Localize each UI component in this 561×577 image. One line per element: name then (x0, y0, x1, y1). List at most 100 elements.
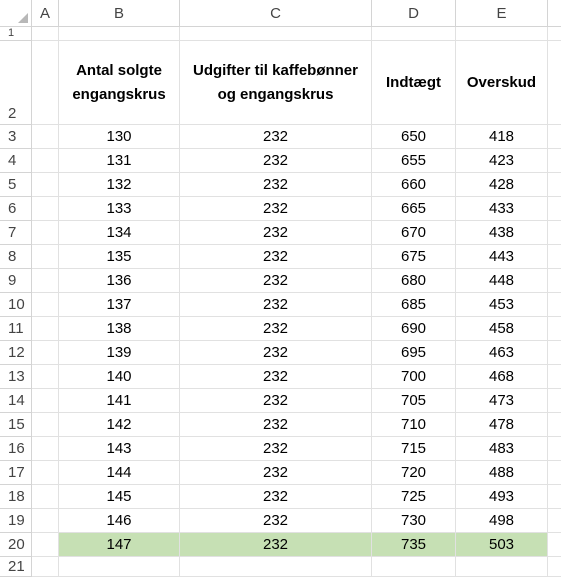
cell[interactable] (59, 557, 180, 577)
cell-profit[interactable]: 468 (456, 365, 548, 389)
cell-sold-cups[interactable]: 140 (59, 365, 180, 389)
column-header-b[interactable]: B (59, 0, 180, 27)
cell-income[interactable]: 735 (372, 533, 456, 557)
cell[interactable] (372, 27, 456, 41)
cell-income[interactable]: 730 (372, 509, 456, 533)
cell-income[interactable]: 665 (372, 197, 456, 221)
cell-sold-cups[interactable]: 145 (59, 485, 180, 509)
cell[interactable] (32, 27, 59, 41)
cell[interactable] (548, 413, 561, 437)
row-header[interactable]: 16 (0, 437, 32, 461)
cell[interactable] (548, 27, 561, 41)
cell[interactable] (548, 365, 561, 389)
cell[interactable] (180, 557, 372, 577)
row-header[interactable]: 2 (0, 41, 32, 125)
header-cell-sold-cups[interactable]: Antal solgte engangskrus (59, 41, 180, 125)
cell-expenses[interactable]: 232 (180, 389, 372, 413)
cell[interactable] (32, 533, 59, 557)
cell[interactable] (32, 365, 59, 389)
cell[interactable] (548, 485, 561, 509)
row-header[interactable]: 1 (0, 27, 32, 41)
cell[interactable] (548, 509, 561, 533)
row-header[interactable]: 12 (0, 341, 32, 365)
header-cell-expenses[interactable]: Udgifter til kaffebønner og engangskrus (180, 41, 372, 125)
cell-income[interactable]: 680 (372, 269, 456, 293)
cell-profit[interactable]: 478 (456, 413, 548, 437)
cell[interactable] (32, 41, 59, 125)
cell-sold-cups[interactable]: 133 (59, 197, 180, 221)
cell-expenses[interactable]: 232 (180, 317, 372, 341)
cell-income[interactable]: 700 (372, 365, 456, 389)
row-header[interactable]: 8 (0, 245, 32, 269)
cell-sold-cups[interactable]: 143 (59, 437, 180, 461)
cell[interactable] (32, 413, 59, 437)
cell[interactable] (32, 317, 59, 341)
cell-sold-cups[interactable]: 138 (59, 317, 180, 341)
cell-expenses[interactable]: 232 (180, 533, 372, 557)
cell[interactable] (32, 221, 59, 245)
cell[interactable] (548, 125, 561, 149)
cell[interactable] (548, 197, 561, 221)
cell[interactable] (32, 269, 59, 293)
cell-sold-cups[interactable]: 136 (59, 269, 180, 293)
cell[interactable] (32, 173, 59, 197)
column-header-a[interactable]: A (32, 0, 59, 27)
cell[interactable] (32, 245, 59, 269)
row-header[interactable]: 10 (0, 293, 32, 317)
column-header-c[interactable]: C (180, 0, 372, 27)
cell[interactable] (548, 41, 561, 125)
cell-expenses[interactable]: 232 (180, 413, 372, 437)
cell[interactable] (32, 557, 59, 577)
cell-income[interactable]: 685 (372, 293, 456, 317)
cell[interactable] (32, 341, 59, 365)
select-all-button[interactable] (0, 0, 32, 27)
cell-profit[interactable]: 423 (456, 149, 548, 173)
cell-sold-cups[interactable]: 139 (59, 341, 180, 365)
row-header[interactable]: 13 (0, 365, 32, 389)
cell-income[interactable]: 720 (372, 461, 456, 485)
cell-income[interactable]: 675 (372, 245, 456, 269)
cell-income[interactable]: 725 (372, 485, 456, 509)
cell[interactable] (548, 149, 561, 173)
row-header[interactable]: 6 (0, 197, 32, 221)
cell[interactable] (32, 197, 59, 221)
cell-sold-cups[interactable]: 141 (59, 389, 180, 413)
cell[interactable] (548, 269, 561, 293)
cell-income[interactable]: 710 (372, 413, 456, 437)
cell-expenses[interactable]: 232 (180, 149, 372, 173)
cell[interactable] (372, 557, 456, 577)
cell-profit[interactable]: 503 (456, 533, 548, 557)
row-header[interactable]: 7 (0, 221, 32, 245)
row-header[interactable]: 3 (0, 125, 32, 149)
cell[interactable] (32, 389, 59, 413)
column-header-e[interactable]: E (456, 0, 548, 27)
cell-income[interactable]: 705 (372, 389, 456, 413)
cell[interactable] (548, 389, 561, 413)
cell-profit[interactable]: 473 (456, 389, 548, 413)
cell[interactable] (548, 461, 561, 485)
row-header[interactable]: 9 (0, 269, 32, 293)
cell[interactable] (548, 221, 561, 245)
cell[interactable] (548, 557, 561, 577)
cell[interactable] (32, 461, 59, 485)
cell-profit[interactable]: 458 (456, 317, 548, 341)
cell[interactable] (32, 125, 59, 149)
cell-expenses[interactable]: 232 (180, 437, 372, 461)
cell[interactable] (59, 27, 180, 41)
cell-expenses[interactable]: 232 (180, 197, 372, 221)
row-header[interactable]: 18 (0, 485, 32, 509)
cell[interactable] (32, 485, 59, 509)
cell-expenses[interactable]: 232 (180, 341, 372, 365)
cell-expenses[interactable]: 232 (180, 269, 372, 293)
cell-expenses[interactable]: 232 (180, 125, 372, 149)
cell-sold-cups[interactable]: 147 (59, 533, 180, 557)
cell-expenses[interactable]: 232 (180, 485, 372, 509)
cell[interactable] (548, 341, 561, 365)
cell-sold-cups[interactable]: 144 (59, 461, 180, 485)
cell[interactable] (548, 533, 561, 557)
cell[interactable] (32, 437, 59, 461)
cell-expenses[interactable]: 232 (180, 365, 372, 389)
cell-sold-cups[interactable]: 132 (59, 173, 180, 197)
cell-income[interactable]: 690 (372, 317, 456, 341)
cell-income[interactable]: 715 (372, 437, 456, 461)
